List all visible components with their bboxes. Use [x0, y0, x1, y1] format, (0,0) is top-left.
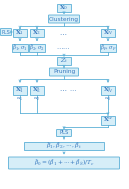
- Text: $\hat{\beta}_1,\hat{\beta}_2,\cdots,\hat{\beta}_t$: $\hat{\beta}_1,\hat{\beta}_2,\cdots,\hat…: [46, 141, 82, 151]
- Bar: [57, 57, 71, 65]
- Bar: [101, 115, 115, 125]
- Text: $\hat{\beta}_0=(\hat{\beta}_1+\cdots+\hat{\beta}_{\tilde{S}})/T_c$: $\hat{\beta}_0=(\hat{\beta}_1+\cdots+\ha…: [34, 158, 94, 168]
- Text: $w_2$: $w_2$: [33, 96, 41, 103]
- Bar: [30, 29, 44, 37]
- Text: $w_{\tilde{S}}$: $w_{\tilde{S}}$: [104, 96, 112, 103]
- Text: $\mathbf{X}_N^s$: $\mathbf{X}_N^s$: [103, 85, 113, 95]
- Text: $\cdots$: $\cdots$: [59, 86, 67, 92]
- Text: $\mathbf{X}_2$: $\mathbf{X}_2$: [32, 29, 42, 37]
- FancyBboxPatch shape: [57, 129, 71, 136]
- Text: $\cdots$: $\cdots$: [69, 88, 76, 92]
- Text: $\mathbf{X}_1^s$: $\mathbf{X}_1^s$: [15, 85, 25, 95]
- Bar: [101, 29, 115, 37]
- Text: PLS: PLS: [59, 130, 69, 136]
- Bar: [101, 85, 115, 94]
- Text: $\mathbf{X}_N$: $\mathbf{X}_N$: [103, 29, 113, 37]
- Bar: [13, 85, 27, 94]
- Bar: [100, 44, 116, 52]
- Text: Clustering: Clustering: [49, 16, 79, 22]
- Text: $\mathbf{X}_2^s$: $\mathbf{X}_2^s$: [32, 85, 42, 95]
- Text: $w_1$: $w_1$: [16, 96, 24, 103]
- Text: $\cdots\cdots$: $\cdots\cdots$: [56, 46, 70, 50]
- Bar: [29, 44, 45, 52]
- Text: $\hat{\beta}_2,\sigma_2$: $\hat{\beta}_2,\sigma_2$: [29, 43, 45, 53]
- Text: $Z_t$: $Z_t$: [60, 57, 68, 65]
- Bar: [12, 44, 28, 52]
- FancyBboxPatch shape: [9, 157, 119, 169]
- Text: $\hat{\beta}_1,\sigma_1$: $\hat{\beta}_1,\sigma_1$: [12, 43, 28, 53]
- Text: $\hat{\beta}_F,\sigma_F$: $\hat{\beta}_F,\sigma_F$: [100, 43, 116, 53]
- Text: $\cdots$: $\cdots$: [59, 30, 67, 36]
- FancyBboxPatch shape: [1, 29, 11, 36]
- FancyBboxPatch shape: [50, 68, 79, 76]
- FancyBboxPatch shape: [49, 15, 79, 23]
- Text: $\mathbf{X}_0$: $\mathbf{X}_0$: [59, 4, 69, 12]
- Bar: [57, 4, 71, 12]
- Bar: [30, 85, 44, 94]
- Text: PLS: PLS: [2, 29, 10, 35]
- Text: $\mathbf{X}^w$: $\mathbf{X}^w$: [103, 116, 113, 124]
- Bar: [13, 29, 27, 37]
- Text: Pruning: Pruning: [53, 70, 75, 74]
- Bar: [24, 142, 104, 150]
- Text: $\mathbf{X}_1$: $\mathbf{X}_1$: [15, 29, 25, 37]
